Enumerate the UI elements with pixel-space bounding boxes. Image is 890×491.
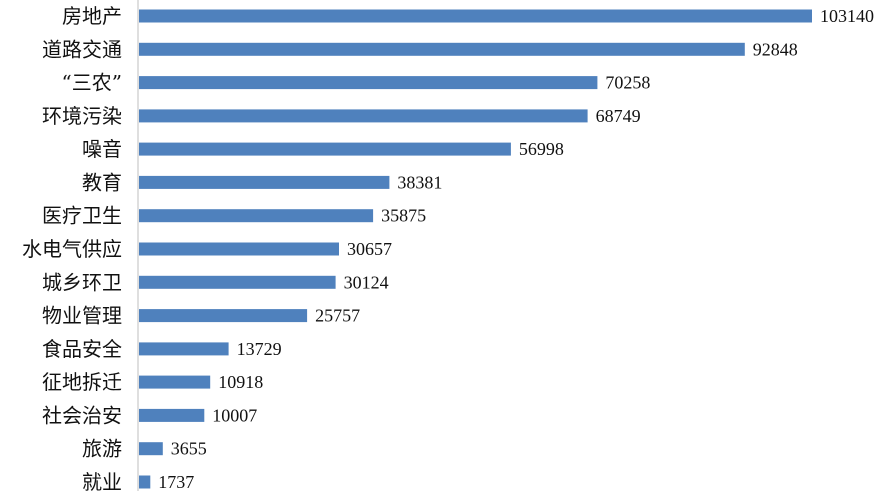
value-label-4: 56998 [519,139,564,159]
bar-6 [139,209,374,223]
category-label-2: “三农” [62,71,122,95]
value-label-6: 35875 [381,206,426,226]
category-label-3: 环境污染 [42,104,122,128]
value-label-2: 70258 [605,73,650,93]
category-label-11: 征地拆迁 [42,370,122,394]
category-label-1: 道路交通 [42,37,122,61]
category-label-13: 旅游 [82,437,122,461]
bar-2 [139,76,598,90]
bar-5 [139,175,390,189]
bar-0 [139,9,812,23]
value-label-0: 103140 [820,6,874,26]
value-label-8: 30124 [344,272,389,292]
bar-9 [139,309,308,323]
value-label-13: 3655 [171,439,207,459]
value-label-14: 1737 [158,472,194,491]
category-label-14: 就业 [82,470,122,491]
category-label-6: 医疗卫生 [42,204,122,228]
category-label-5: 教育 [82,170,122,194]
value-label-11: 10918 [218,372,263,392]
value-label-12: 10007 [212,405,257,425]
value-label-3: 68749 [596,106,641,126]
category-label-12: 社会治安 [42,403,122,427]
bar-13 [139,442,163,456]
value-label-9: 25757 [315,306,360,326]
bar-10 [139,342,229,356]
bars-group [139,9,812,489]
bar-12 [139,408,205,422]
bar-1 [139,42,745,56]
category-label-4: 噪音 [82,137,122,161]
bar-7 [139,242,339,256]
category-label-9: 物业管理 [42,304,122,328]
bar-3 [139,109,588,123]
value-label-10: 13729 [237,339,282,359]
category-label-8: 城乡环卫 [42,270,122,294]
value-label-5: 38381 [397,172,442,192]
category-label-0: 房地产 [62,4,122,28]
bar-11 [139,375,211,389]
bar-4 [139,142,511,156]
value-label-1: 92848 [753,39,798,59]
value-label-7: 30657 [347,239,392,259]
bar-14 [139,475,151,489]
value-labels-group: 103140 92848 70258 68749 56998 38381 35875 3065… [158,6,874,491]
category-label-10: 食品安全 [42,337,122,361]
category-label-7: 水电气供应 [22,237,122,261]
bar-8 [139,275,336,289]
